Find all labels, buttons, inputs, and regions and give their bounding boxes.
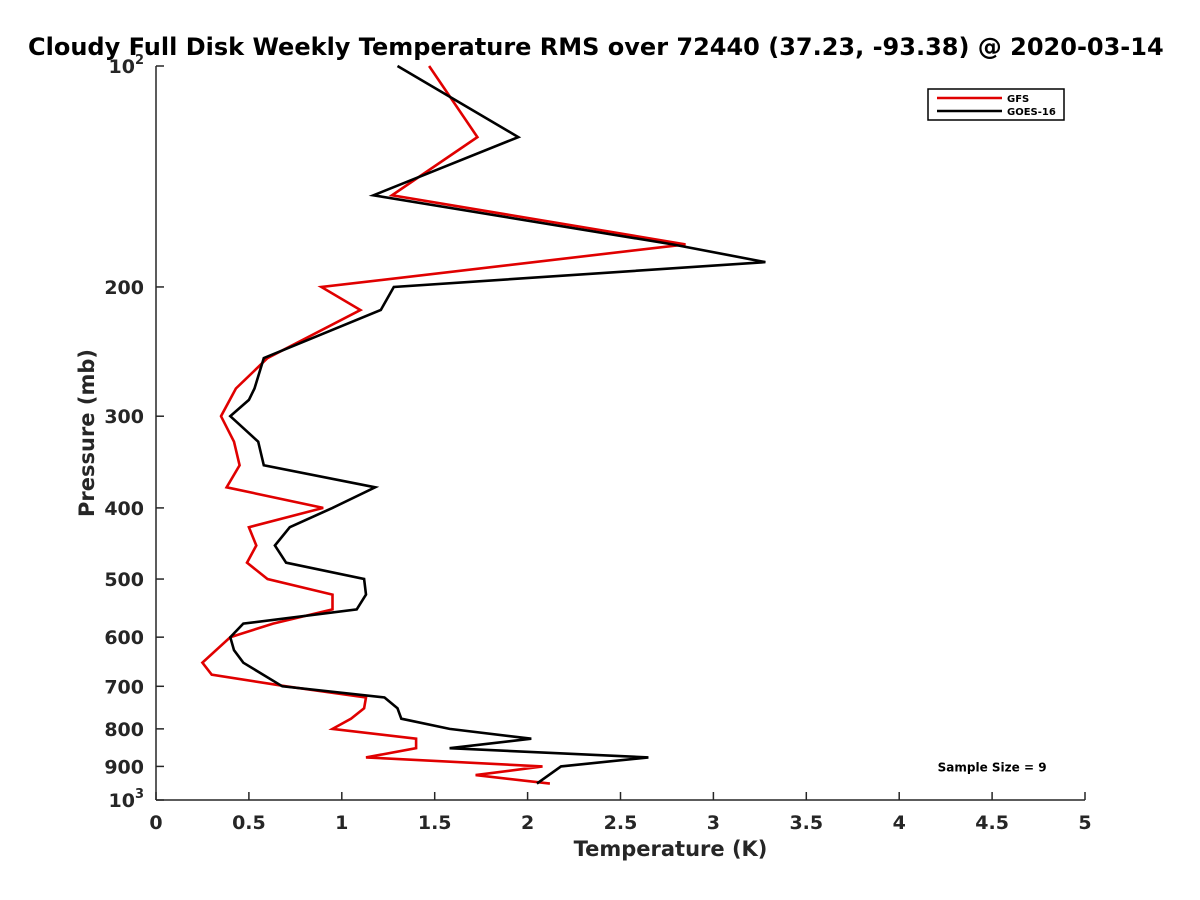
y-tick-label: 200 — [104, 277, 144, 299]
legend-label-gfs: GFS — [1007, 94, 1029, 105]
sample-size-annotation: Sample Size = 9 — [938, 760, 1047, 774]
x-tick-label: 3 — [707, 812, 720, 834]
x-tick-label: 1 — [335, 812, 348, 834]
series-line-goes-16 — [228, 64, 766, 785]
x-tick-label: 0.5 — [232, 812, 266, 834]
x-tick-label: 0 — [149, 812, 162, 834]
chart-title: Cloudy Full Disk Weekly Temperature RMS … — [28, 33, 1164, 61]
legend-label-goes-16: GOES-16 — [1007, 107, 1056, 118]
y-axis-label: Pressure (mb) — [75, 349, 99, 517]
y-tick-label: 400 — [104, 498, 144, 520]
x-axis-label: Temperature (K) — [574, 837, 768, 861]
legend-box — [927, 88, 1065, 121]
x-tick-label: 4 — [893, 812, 906, 834]
x-tick-label: 3.5 — [789, 812, 823, 834]
y-tick-label: 102 — [109, 53, 145, 78]
y-tick-label: 103 — [109, 787, 145, 812]
x-tick-label: 5 — [1078, 812, 1091, 834]
x-tick-label: 4.5 — [975, 812, 1009, 834]
series-line-gfs — [200, 65, 686, 785]
y-tick-label: 800 — [104, 719, 144, 741]
y-tick-label: 600 — [104, 627, 144, 649]
y-tick-label: 900 — [104, 756, 144, 778]
x-tick-label: 1.5 — [418, 812, 452, 834]
y-tick-label: 500 — [104, 569, 144, 591]
y-tick-label: 700 — [104, 676, 144, 698]
x-tick-label: 2 — [521, 812, 534, 834]
x-tick-label: 2.5 — [604, 812, 638, 834]
y-tick-label: 300 — [104, 406, 144, 428]
